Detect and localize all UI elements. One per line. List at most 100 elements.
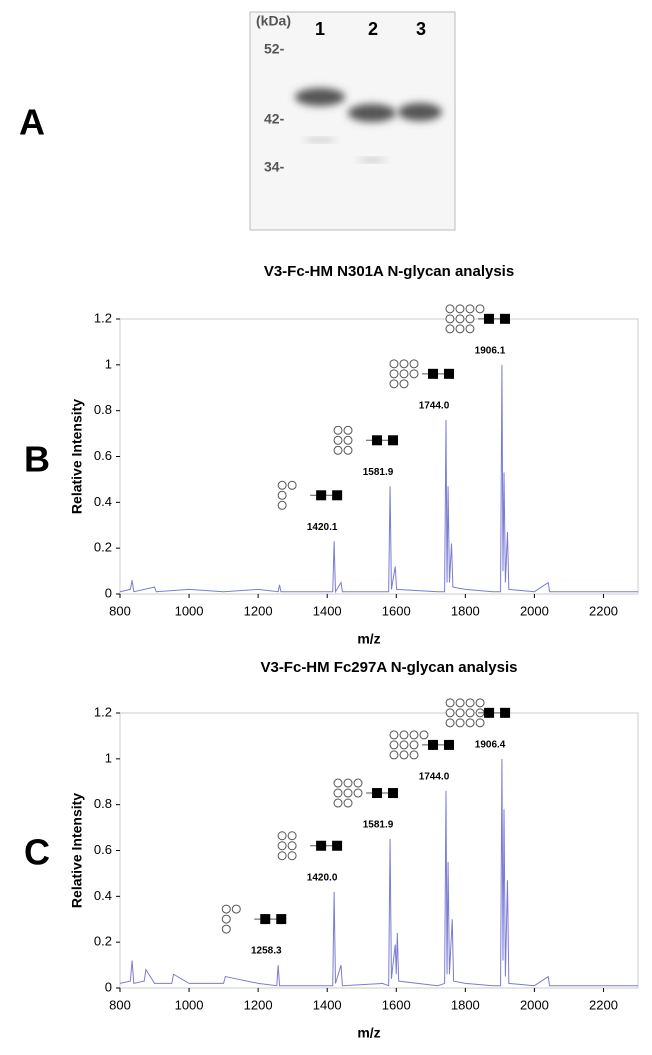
glycan-mannose <box>231 904 241 914</box>
glycan-mannose <box>287 841 297 851</box>
glycan-mannose <box>465 314 475 324</box>
lane-label: 2 <box>368 19 378 39</box>
x-tick-label: 2000 <box>520 997 549 1012</box>
panel-label: C <box>24 832 50 873</box>
x-tick-label: 1000 <box>175 603 204 618</box>
glycan-glcnac <box>332 490 343 501</box>
glycan-mannose <box>445 324 455 334</box>
glycan-mannose <box>389 740 399 750</box>
glycan-mannose <box>445 314 455 324</box>
glycan-mannose <box>353 788 363 798</box>
gel-frame <box>249 11 456 231</box>
glycan-mannose <box>409 369 419 379</box>
x-tick-label: 1400 <box>313 997 342 1012</box>
chart-title: V3-Fc-HM Fc297A N-glycan analysis <box>260 659 517 676</box>
glycan-mannose <box>455 718 465 728</box>
glycan-mannose <box>333 798 343 808</box>
x-tick-label: 2200 <box>589 997 618 1012</box>
glycan-mannose <box>475 304 485 314</box>
glycan-mannose <box>389 379 399 389</box>
y-tick-label: 0.8 <box>94 402 112 417</box>
glycan-mannose <box>465 324 475 334</box>
panel-label: A <box>19 102 45 143</box>
glycan-mannose <box>389 750 399 760</box>
glycan-mannose <box>343 435 353 445</box>
glycan-mannose <box>455 708 465 718</box>
x-tick-label: 1400 <box>313 603 342 618</box>
gel-unit: (kDa) <box>256 13 291 29</box>
glycan-mannose <box>333 435 343 445</box>
glycan-glcnac <box>427 368 438 379</box>
glycan-glcnac <box>443 368 454 379</box>
glycan-mannose <box>221 914 231 924</box>
x-tick-label: 1200 <box>244 603 273 618</box>
x-tick-label: 1000 <box>175 997 204 1012</box>
x-tick-label: 1800 <box>451 603 480 618</box>
glycan-glcnac <box>372 435 383 446</box>
glycan-mannose <box>287 851 297 861</box>
glycan-glcnac <box>372 788 383 799</box>
glycan-mannose <box>389 359 399 369</box>
glycan-glcnac <box>332 840 343 851</box>
glycan-glcnac <box>260 914 271 925</box>
glycan-mannose <box>445 304 455 314</box>
peak-label: 1258.3 <box>251 946 282 957</box>
glycan-mannose <box>343 798 353 808</box>
peak-label: 1581.9 <box>363 467 394 478</box>
y-tick-label: 0 <box>105 979 112 994</box>
glycan-mannose <box>465 698 475 708</box>
y-tick-label: 0.4 <box>94 888 112 903</box>
gel-band <box>358 158 386 162</box>
lane-label: 1 <box>315 19 325 39</box>
glycan-mannose <box>287 480 297 490</box>
glycan-mannose <box>287 831 297 841</box>
glycan-mannose <box>353 778 363 788</box>
glycan-glcnac <box>316 840 327 851</box>
glycan-mannose <box>455 324 465 334</box>
gel-band <box>295 88 345 106</box>
glycan-icon <box>221 904 287 934</box>
y-tick-label: 0.6 <box>94 842 112 857</box>
gel: (kDa) 52- 42- 34- 1 2 3 <box>249 11 456 231</box>
glycan-glcnac <box>443 739 454 750</box>
peak-label: 1581.9 <box>363 820 394 831</box>
gel-marker: 42- <box>264 111 285 127</box>
glycan-icon <box>333 425 399 455</box>
peak-label: 1420.1 <box>307 522 338 533</box>
y-tick-label: 0.6 <box>94 448 112 463</box>
lane-label: 3 <box>416 19 426 39</box>
peak-label: 1744.0 <box>419 400 450 411</box>
x-tick-label: 1600 <box>382 603 411 618</box>
glycan-mannose <box>343 445 353 455</box>
gel-band <box>304 138 336 142</box>
y-tick-label: 0.2 <box>94 540 112 555</box>
glycan-mannose <box>445 708 455 718</box>
glycan-icon <box>445 698 511 728</box>
y-axis-label: Relative Intensity <box>69 793 85 908</box>
glycan-mannose <box>455 304 465 314</box>
glycan-mannose <box>221 924 231 934</box>
glycan-mannose <box>399 740 409 750</box>
glycan-mannose <box>399 369 409 379</box>
gel-marker: 52- <box>264 41 285 57</box>
glycan-mannose <box>399 359 409 369</box>
plot-frame <box>119 318 639 595</box>
glycan-mannose <box>333 788 343 798</box>
glycan-icon <box>277 480 343 510</box>
glycan-glcnac <box>388 788 399 799</box>
x-tick-label: 800 <box>109 997 131 1012</box>
glycan-mannose <box>343 788 353 798</box>
y-tick-label: 0.2 <box>94 934 112 949</box>
glycan-mannose <box>221 904 231 914</box>
y-tick-label: 0 <box>105 585 112 600</box>
glycan-glcnac <box>500 707 511 718</box>
glycan-glcnac <box>484 707 495 718</box>
glycan-icon <box>445 304 510 334</box>
glycan-mannose <box>399 730 409 740</box>
glycan-mannose <box>455 698 465 708</box>
plot-frame <box>119 712 639 989</box>
glycan-glcnac <box>388 435 399 446</box>
x-tick-label: 1600 <box>382 997 411 1012</box>
x-axis-label: m/z <box>357 1025 380 1041</box>
